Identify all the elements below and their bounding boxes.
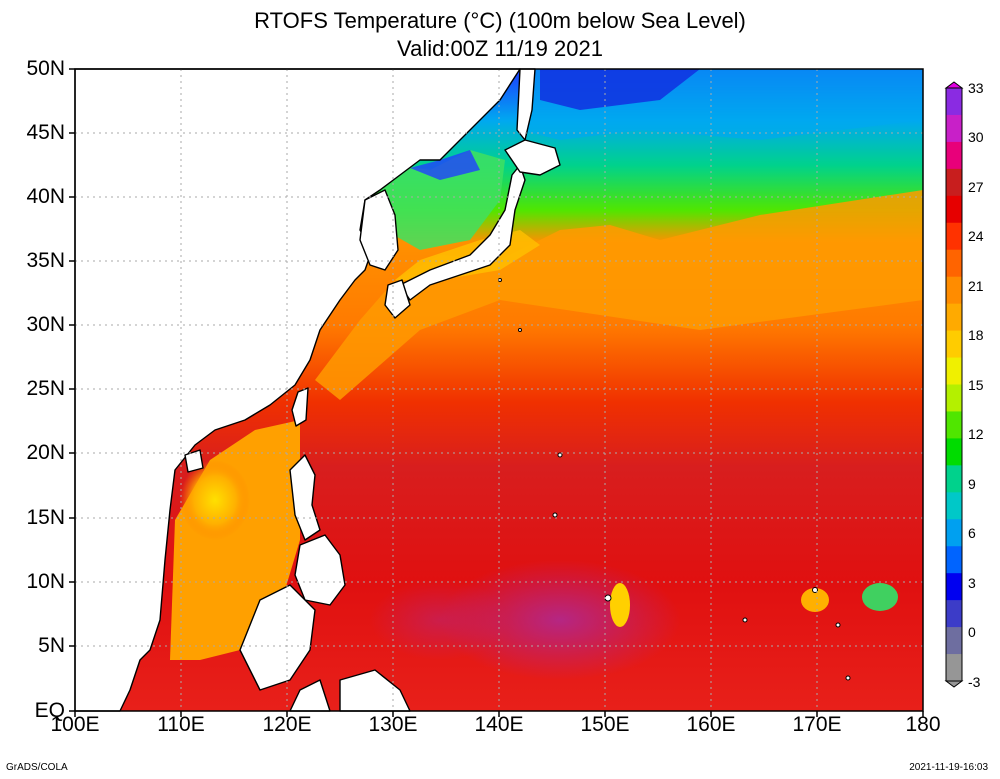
colorbar-cell (946, 276, 962, 305)
colorbar-cell (946, 573, 962, 601)
colorbar-cell (946, 627, 962, 655)
colorbar-label-6: 6 (968, 525, 976, 541)
lon-label-160e: 160E (686, 713, 736, 736)
colorbar-label-minus-3: -3 (968, 674, 981, 690)
lon-label-170e: 170E (792, 713, 842, 736)
colorbar-label-0: 0 (968, 624, 976, 640)
colorbar-label-3: 3 (968, 575, 976, 591)
lat-label-10n: 10N (26, 570, 65, 593)
lat-label-eq: EQ (34, 699, 65, 722)
lon-label-130e: 130E (368, 713, 418, 736)
colorbar-cell (946, 546, 962, 574)
lat-label-15n: 15N (26, 506, 65, 529)
colorbar-label-30: 30 (968, 129, 984, 145)
lat-label-45n: 45N (26, 121, 65, 144)
map-subtitle-valid-time: Valid:00Z 11/19 2021 (397, 36, 603, 61)
colorbar-cell (946, 195, 962, 224)
footer-credit: GrADS/COLA (6, 762, 68, 773)
colorbar-label-12: 12 (968, 426, 984, 442)
colorbar-cell (946, 168, 962, 197)
lon-label-180: 180 (905, 713, 941, 736)
footer-timestamp: 2021-11-19-16:03 (909, 762, 988, 773)
lat-label-5n: 5N (38, 634, 65, 657)
lon-label-120e: 120E (262, 713, 312, 736)
graticule (75, 69, 923, 711)
lat-label-20n: 20N (26, 441, 65, 464)
colorbar-cell (946, 357, 962, 385)
colorbar-label-18: 18 (968, 327, 984, 343)
colorbar-cell (946, 519, 962, 547)
colorbar (944, 81, 964, 688)
axis-ticks (69, 68, 924, 717)
colorbar-cell (946, 465, 962, 493)
colorbar-cell (946, 222, 962, 251)
colorbar-bottom-arrow (944, 680, 964, 688)
lon-label-100e: 100E (50, 713, 100, 736)
lon-label-110e: 110E (157, 713, 205, 736)
colorbar-cell (946, 654, 962, 682)
colorbar-top-arrow (944, 81, 964, 89)
colorbar-cell (946, 330, 962, 359)
colorbar-label-9: 9 (968, 476, 976, 492)
lon-label-150e: 150E (580, 713, 630, 736)
lon-label-140e: 140E (474, 713, 524, 736)
colorbar-cell (946, 600, 962, 628)
colorbar-cells (945, 87, 963, 682)
lat-label-40n: 40N (26, 185, 65, 208)
lat-label-50n: 50N (26, 57, 65, 80)
colorbar-cell (946, 141, 962, 170)
colorbar-cell (946, 492, 962, 520)
lat-label-30n: 30N (26, 313, 65, 336)
land-masses (74, 68, 561, 712)
lat-label-25n: 25N (26, 377, 65, 400)
colorbar-cell (946, 249, 962, 278)
small-islands (498, 278, 851, 681)
colorbar-label-33: 33 (968, 80, 984, 96)
colorbar-label-24: 24 (968, 228, 984, 244)
lat-label-35n: 35N (26, 249, 65, 272)
colorbar-cell (946, 114, 962, 143)
colorbar-label-21: 21 (968, 278, 984, 294)
colorbar-label-27: 27 (968, 179, 984, 195)
colorbar-cell (946, 438, 962, 466)
colorbar-cell (946, 88, 962, 116)
colorbar-label-15: 15 (968, 377, 984, 393)
colorbar-cell (946, 411, 962, 439)
colorbar-cell (946, 384, 962, 412)
map-title: RTOFS Temperature (°C) (100m below Sea L… (254, 8, 746, 33)
colorbar-cell (946, 303, 962, 332)
